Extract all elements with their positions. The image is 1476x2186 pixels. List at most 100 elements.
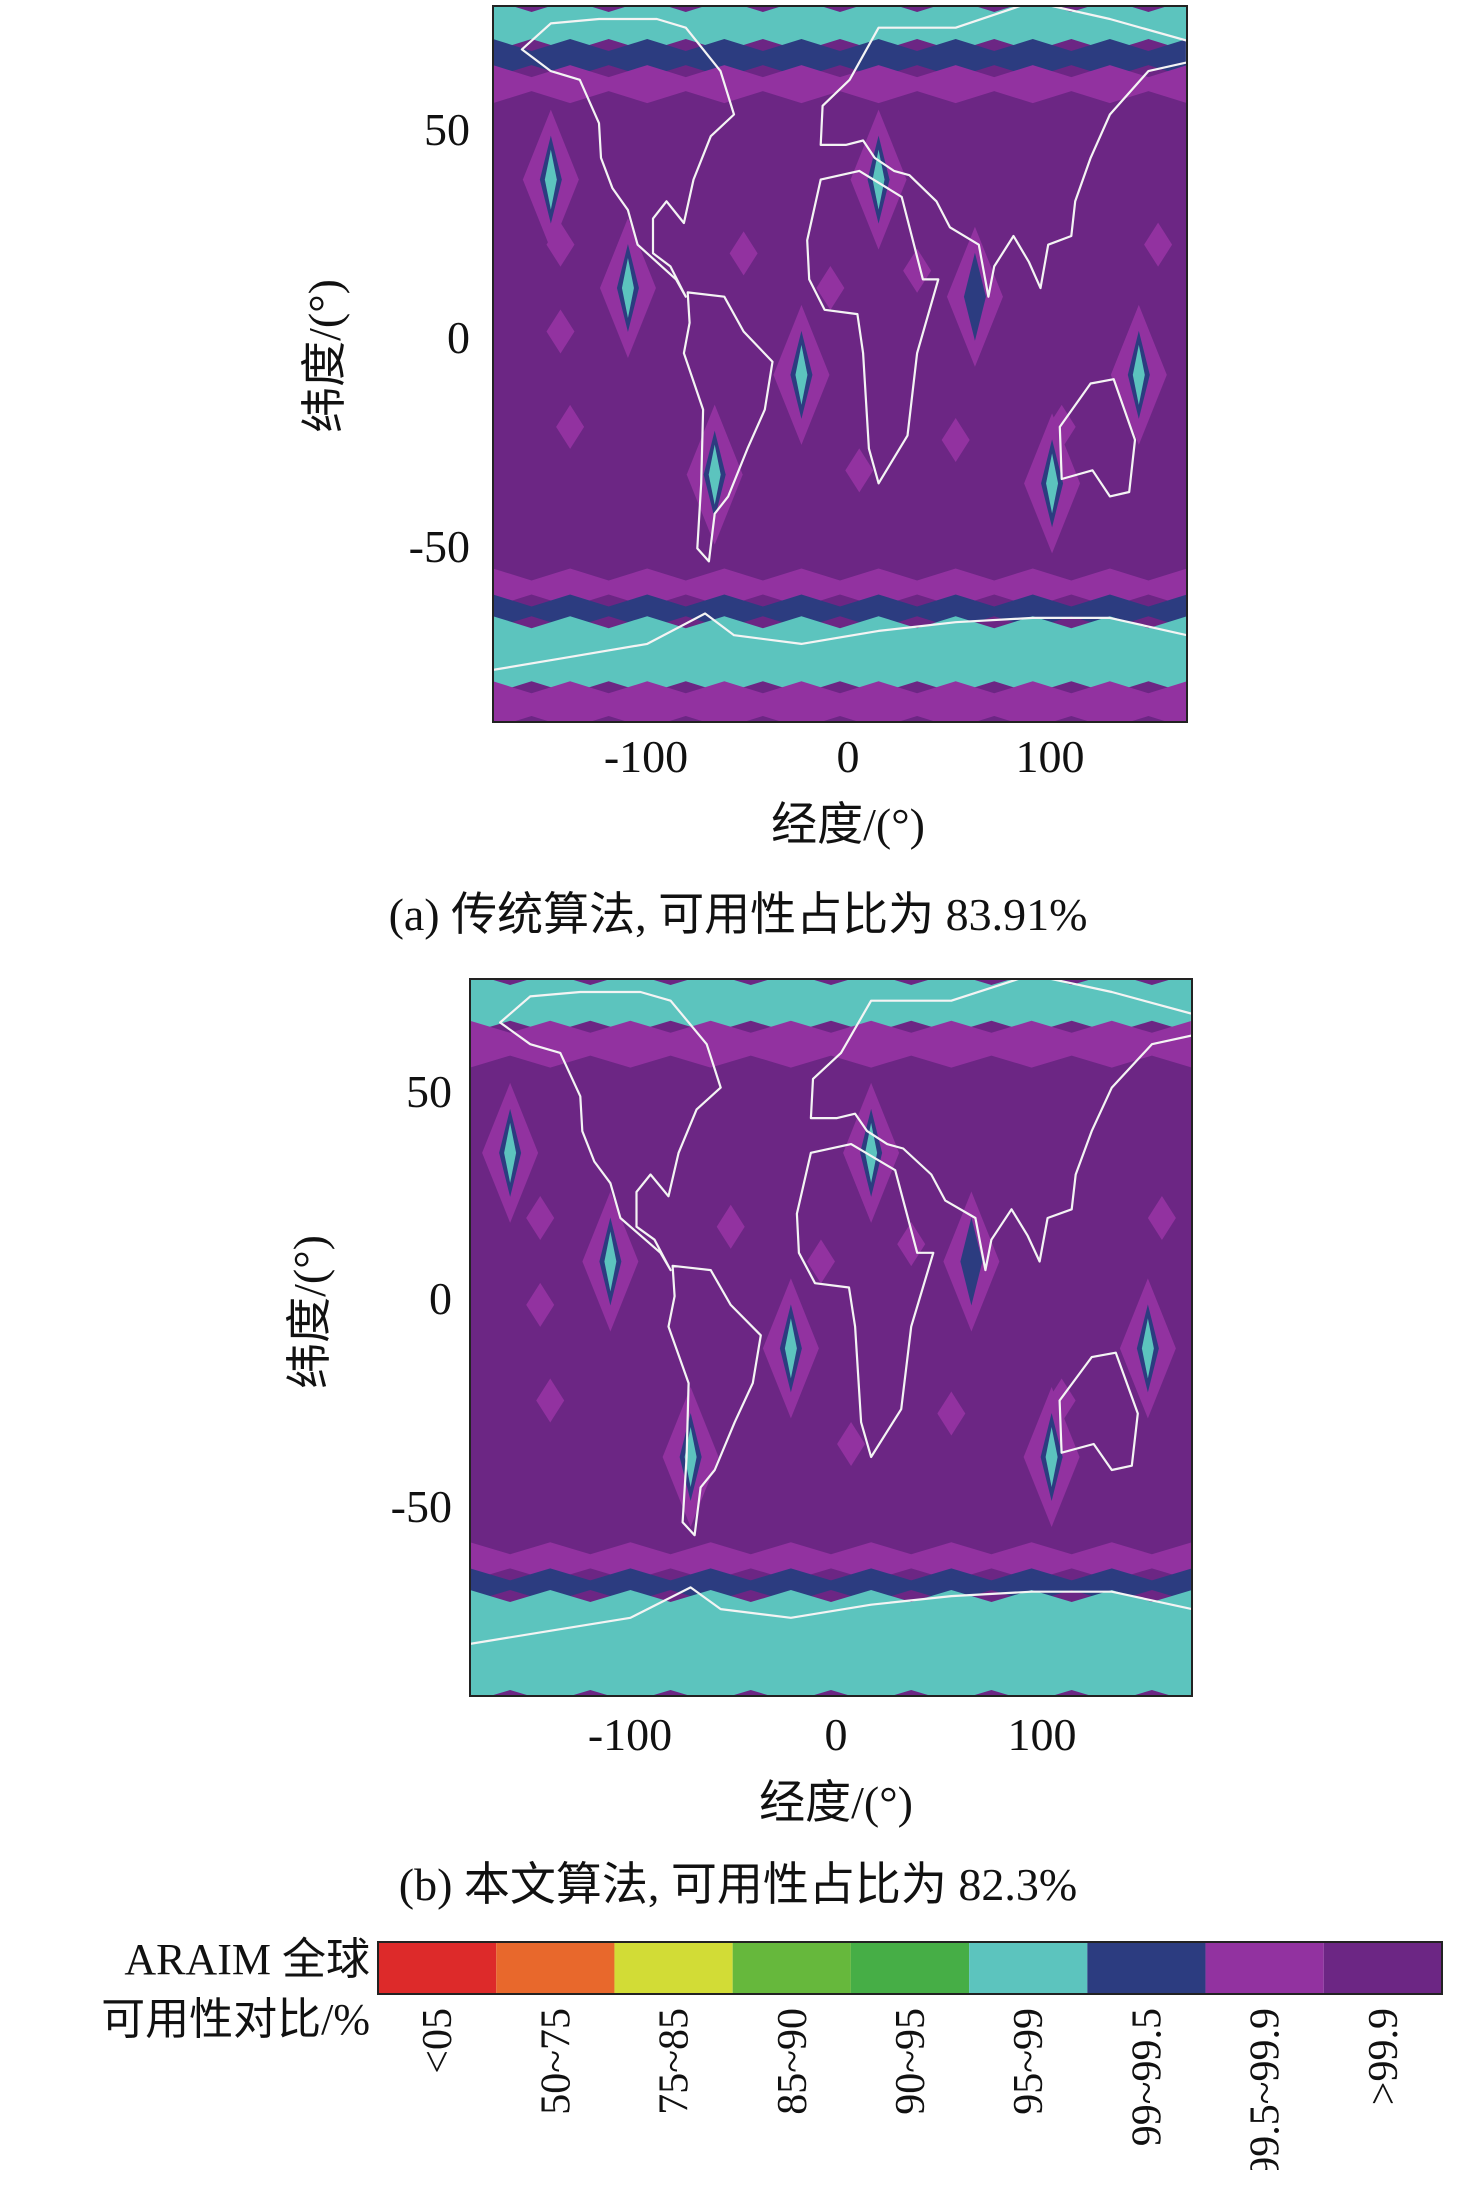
colorbar-swatch <box>496 1942 615 1994</box>
colorbar-swatch <box>614 1942 733 1994</box>
colorbar-frame <box>377 1941 1443 1995</box>
map-panel-b: 50 0 -50 纬度/(°) -100 0 100 经度/(°) <box>284 978 1193 1828</box>
coastline-south-america <box>682 291 774 563</box>
coastline-australia <box>1058 378 1137 498</box>
hotspot-core <box>544 149 557 210</box>
hotspot-core <box>1141 1318 1154 1379</box>
colorbar-swatch <box>850 1942 970 1994</box>
availability-halo <box>845 448 874 493</box>
ytick-label: 0 <box>447 312 470 363</box>
colorbar: <05 50~75 75~85 85~90 90~95 95~99 99~99.5 99.5~… <box>377 1941 1443 2170</box>
availability-halo <box>1144 222 1173 267</box>
colorbar-swatch <box>378 1942 497 1994</box>
map-area-b <box>469 978 1193 1697</box>
hotspot-core <box>1132 344 1145 405</box>
colorbar-swatch <box>969 1942 1088 1994</box>
xtick-label: 100 <box>1016 731 1085 782</box>
coastline-eurasia <box>819 6 1187 298</box>
x-axis-label: 经度/(°) <box>771 799 925 850</box>
coastline-north-america <box>520 17 736 298</box>
x-axis-label: 经度/(°) <box>759 1777 913 1828</box>
availability-halo <box>806 1239 835 1284</box>
x-axis-a: -100 0 100 经度/(°) <box>604 731 1085 850</box>
coastline-eurasia <box>809 979 1192 1272</box>
availability-band <box>493 6 1187 52</box>
coastline-antarctica-edge <box>493 612 1187 671</box>
colorbar-label: >99.9 <box>1361 2008 1407 2105</box>
map-content <box>493 6 1187 722</box>
xtick-label: -100 <box>604 731 688 782</box>
availability-band <box>493 39 1187 78</box>
availability-halo <box>526 1196 555 1240</box>
xtick-label: 0 <box>825 1709 848 1760</box>
x-axis-b: -100 0 100 经度/(°) <box>588 1709 1077 1828</box>
ytick-label: 50 <box>424 104 470 155</box>
availability-halo <box>816 266 845 311</box>
colorbar-title-line1: ARAIM 全球 <box>124 1935 370 1984</box>
xtick-label: 100 <box>1008 1709 1077 1760</box>
coastline-south-america <box>667 1264 762 1537</box>
ytick-label: 50 <box>406 1066 452 1117</box>
colorbar-label: 99.5~99.9 <box>1243 2008 1289 2170</box>
colorbar-label: 85~90 <box>770 2008 816 2115</box>
availability-halo <box>556 404 585 449</box>
availability-halo <box>546 309 575 354</box>
hotspot-core <box>795 344 808 405</box>
ytick-label: 0 <box>429 1273 452 1324</box>
hotspot-core <box>708 444 721 505</box>
coastline-north-america <box>499 990 722 1272</box>
coastline-australia <box>1058 1351 1139 1472</box>
colorbar-label: 50~75 <box>533 2008 579 2115</box>
availability-halo <box>536 1378 565 1423</box>
availability-halo <box>941 417 970 462</box>
coastline-africa <box>795 1143 935 1459</box>
plot-frame <box>469 978 1193 1697</box>
caption-a: (a) 传统算法, 可用性占比为 83.91% <box>388 889 1088 940</box>
availability-band <box>493 681 1187 722</box>
availability-band <box>470 1542 1192 1581</box>
availability-halo <box>903 248 932 293</box>
colorbar-label: <05 <box>415 2008 461 2074</box>
y-axis-a: 50 0 -50 纬度/(°) <box>299 104 470 572</box>
map-area-a <box>492 5 1188 723</box>
colorbar-label: 99~99.5 <box>1124 2008 1170 2146</box>
coastline-antarctica-edge <box>470 1586 1192 1645</box>
availability-halo <box>526 1282 555 1327</box>
availability-halo <box>897 1222 926 1267</box>
plot-frame <box>492 5 1188 723</box>
hotspot-core <box>872 149 885 210</box>
hotspot-core <box>621 258 634 319</box>
xtick-label: 0 <box>837 731 860 782</box>
hotspot-core <box>965 1231 978 1292</box>
hotspot-core <box>1045 1427 1058 1487</box>
availability-halo <box>716 1204 745 1249</box>
availability-halo <box>729 231 758 276</box>
coastline-africa <box>806 169 940 485</box>
availability-band <box>493 616 1187 694</box>
hotspot-core <box>1046 453 1059 514</box>
ytick-label: -50 <box>391 1481 452 1532</box>
map-panel-a: 50 0 -50 纬度/(°) -100 0 100 经度/(°) <box>299 5 1188 850</box>
hotspot-core <box>504 1122 517 1183</box>
caption-b: (b) 本文算法, 可用性占比为 82.3% <box>398 1859 1078 1910</box>
colorbar-label: 90~95 <box>888 2008 934 2115</box>
availability-halo <box>937 1391 966 1436</box>
colorbar-label: 95~99 <box>1006 2008 1052 2115</box>
y-axis-label: 纬度/(°) <box>284 1235 335 1389</box>
availability-band <box>493 65 1187 104</box>
ytick-label: -50 <box>409 521 470 572</box>
colorbar-label: 75~85 <box>652 2008 698 2115</box>
colorbar-title: ARAIM 全球 可用性对比/% <box>30 1930 370 2050</box>
colorbar-swatch <box>732 1942 851 1994</box>
hotspot-core <box>784 1318 797 1379</box>
colorbar-swatch <box>1323 1942 1442 1994</box>
y-axis-b: 50 0 -50 纬度/(°) <box>284 1066 452 1532</box>
colorbar-title-line2: 可用性对比/% <box>101 1995 370 2044</box>
availability-band <box>493 568 1187 607</box>
y-axis-label: 纬度/(°) <box>299 279 350 433</box>
availability-band <box>470 979 1192 1033</box>
xtick-label: -100 <box>588 1709 672 1760</box>
background-region <box>493 6 1187 722</box>
availability-band <box>470 1020 1192 1068</box>
hotspot-core <box>604 1231 617 1292</box>
